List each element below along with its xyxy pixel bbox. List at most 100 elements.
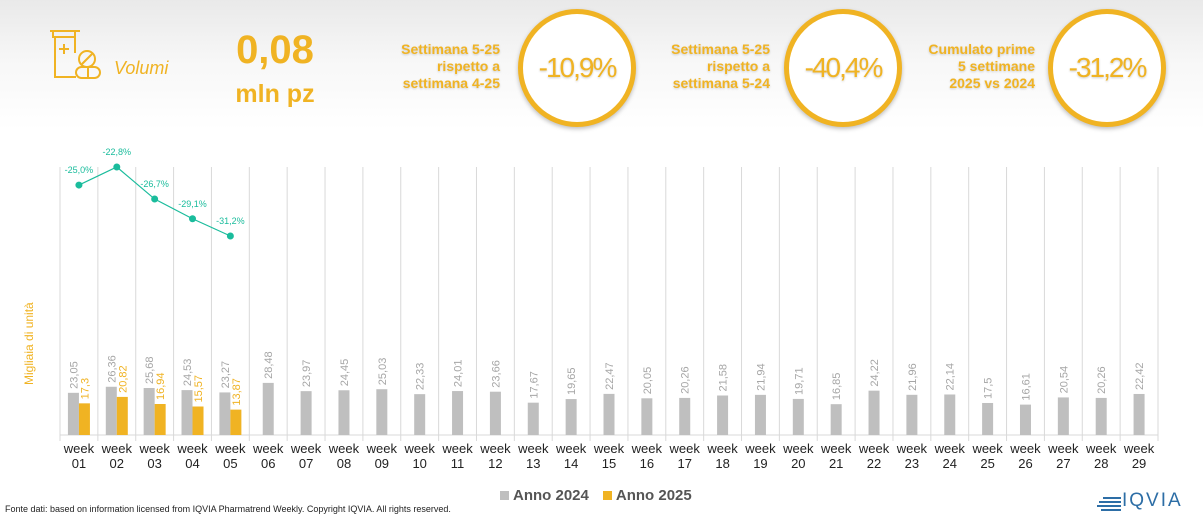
bar-2025 [78,403,90,435]
x-tick-label: 26 [1018,456,1032,471]
x-tick-label: week [744,441,776,456]
x-tick-label: 16 [640,456,654,471]
x-tick-label: 24 [943,456,957,471]
bar-2024 [1057,397,1069,435]
x-tick-label: 06 [261,456,275,471]
bar-2024 [565,399,577,435]
bar-2024 [906,394,918,435]
y-axis-title: Migliaia di unità [22,302,36,385]
bar-2024 [982,402,994,435]
x-tick-label: 03 [147,456,161,471]
x-tick-label: 25 [980,456,994,471]
data-label-2024: 21,58 [718,364,730,392]
data-label-2024: 16,85 [831,373,843,401]
x-tick-label: 18 [715,456,729,471]
kpi-unit: mln pz [235,80,315,108]
cumulative-label: -29,1% [178,199,207,209]
comparison-label: Settimana 5-25 rispetto a settimana 5-24 [630,41,770,92]
x-tick-label: week [290,441,322,456]
comparison-label-line: Settimana 5-25 [671,41,770,57]
x-tick-label: week [593,441,625,456]
x-tick-label: 05 [223,456,237,471]
data-label-2024: 23,05 [68,361,80,389]
data-label-2024: 17,5 [983,378,995,399]
data-label-2024: 19,71 [793,367,805,395]
cumulative-point [226,232,234,240]
bar-2024 [792,398,804,435]
data-label-2025: 13,87 [231,378,243,406]
data-label-2024: 24,22 [869,359,881,387]
comparison-label-line: settimana 4-25 [402,75,500,91]
x-tick-label: 29 [1132,456,1146,471]
data-label-2024: 19,65 [566,368,578,396]
x-tick-label: 07 [299,456,313,471]
x-tick-label: 09 [375,456,389,471]
bar-2024 [181,390,193,435]
bar-2024 [105,386,117,435]
medicine-bottle-pills-icon [50,30,101,79]
cumulative-point [75,181,83,189]
x-tick-label: week [896,441,928,456]
bar-2024 [489,391,501,435]
comparison-label-line: settimana 5-24 [672,75,770,91]
iqvia-logo: IQVIA [1122,490,1183,511]
bar-2024 [452,391,464,435]
comparison-circle: -10,9% [518,9,636,127]
cumulative-label: -31,2% [216,216,245,226]
comparison-label-line: rispetto a [706,58,770,74]
x-tick-label: 21 [829,456,843,471]
bar-2024 [717,395,729,435]
data-label-2024: 23,66 [490,360,502,388]
cumulative-point [151,195,159,203]
bar-2025 [116,396,128,435]
cumulative-label: -26,7% [140,179,169,189]
x-tick-label: week [366,441,398,456]
x-tick-label: 12 [488,456,502,471]
bar-2024 [944,394,956,435]
x-tick-label: 27 [1056,456,1070,471]
x-tick-label: week [328,441,360,456]
x-tick-label: week [214,441,246,456]
x-tick-label: week [934,441,966,456]
x-tick-label: 14 [564,456,578,471]
comparison-label: Cumulato prime 5 settimane 2025 vs 2024 [895,41,1035,92]
legend-label: Anno 2025 [615,487,692,504]
data-label-2024: 21,96 [907,363,919,391]
x-tick-label: week [669,441,701,456]
comparison-value: -40,4% [804,52,884,83]
x-tick-label: week [782,441,814,456]
data-label-2024: 22,33 [415,363,427,391]
comparison-label-line: rispetto a [436,58,500,74]
legend-item-2024: Anno 2024 [500,487,589,504]
x-tick-label: 23 [905,456,919,471]
comparison-value: -10,9% [538,52,618,83]
bar-2025 [154,403,166,435]
data-label-2024: 20,05 [642,367,654,395]
kpi-value: 0,08 [236,28,314,72]
data-label-2024: 25,03 [377,358,389,386]
bar-2024 [376,389,388,435]
bar-2024 [1019,404,1031,435]
x-tick-label: 19 [753,456,767,471]
data-label-2024: 28,48 [263,351,275,379]
source-note: Fonte dati: based on information license… [5,504,451,514]
data-label-2024: 16,61 [1020,373,1032,401]
iqvia-logo-mark-icon [1097,497,1121,511]
bar-2024 [641,398,653,435]
bar-2024 [143,388,155,435]
x-tick-label: 22 [867,456,881,471]
legend-swatch-2024 [500,491,509,500]
x-tick-label: 01 [72,456,86,471]
x-tick-label: week [971,441,1003,456]
x-tick-label: week [1123,441,1155,456]
data-label-2024: 21,94 [755,363,767,391]
x-tick-label: 13 [526,456,540,471]
bar-2024 [527,402,539,435]
data-label-2024: 22,47 [604,362,616,390]
comparison-value: -31,2% [1068,52,1148,83]
data-label-2024: 22,14 [945,363,957,391]
cumulative-point [189,215,197,223]
x-tick-label: week [517,441,549,456]
data-label-2024: 17,67 [528,371,540,399]
